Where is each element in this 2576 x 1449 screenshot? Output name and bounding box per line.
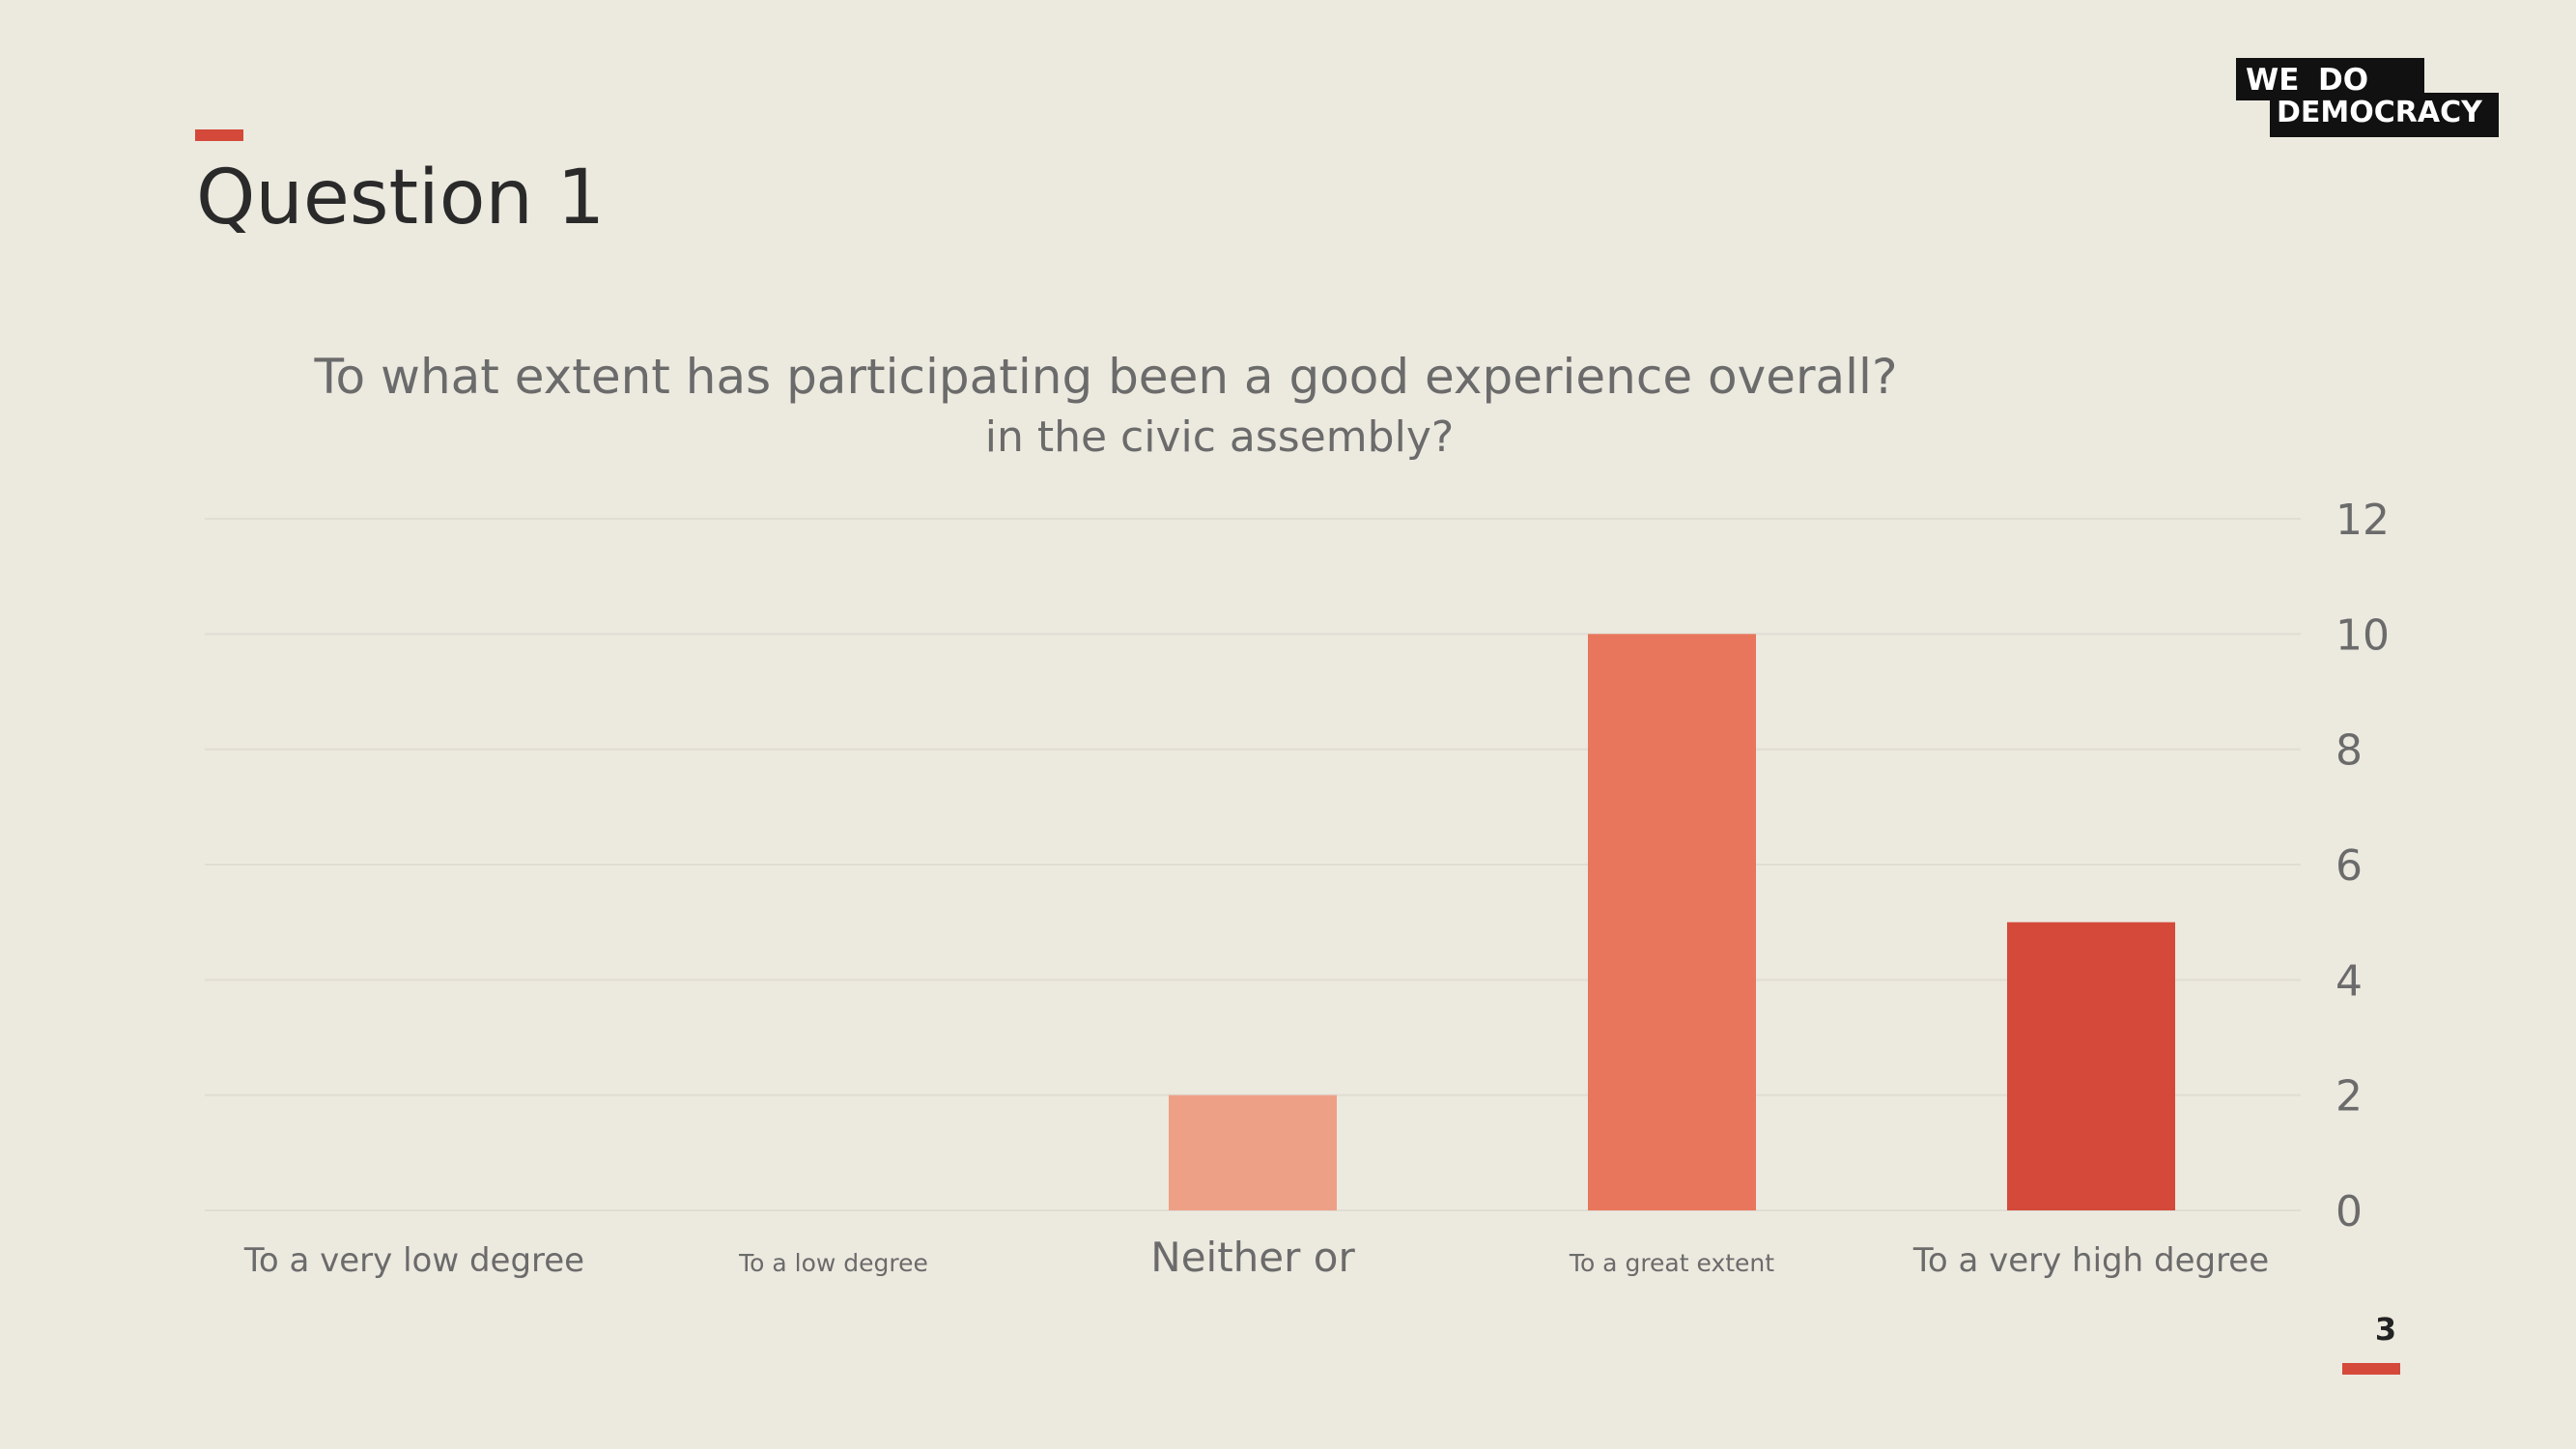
bar-3 — [1169, 1094, 1337, 1210]
y-tick-label: 4 — [2335, 956, 2363, 1006]
logo-block-bottom — [2270, 93, 2499, 137]
bar-5 — [2007, 922, 2175, 1210]
chart-title: To what extent has participating been a … — [314, 349, 1898, 405]
logo-text-do: DO — [2318, 63, 2369, 98]
chart-subtitle: in the civic assembly? — [984, 412, 1455, 462]
page-number: 3 — [2374, 1311, 2397, 1348]
x-tick-label: Neither or — [1150, 1234, 1355, 1281]
bar-4 — [1588, 634, 1756, 1210]
y-tick-label: 10 — [2335, 611, 2390, 660]
we-do-democracy-logo: WE DO DEMOCRACY — [2236, 58, 2499, 137]
page-accent-bar — [2342, 1363, 2400, 1375]
x-tick-label: To a very high degree — [1912, 1241, 2269, 1280]
x-tick-label: To a very low degree — [243, 1241, 584, 1280]
y-tick-label: 0 — [2335, 1187, 2363, 1236]
title-accent-bar — [195, 129, 243, 141]
x-tick-label: To a low degree — [738, 1249, 928, 1277]
page-title: Question 1 — [196, 155, 606, 242]
y-tick-label: 2 — [2335, 1072, 2363, 1122]
y-tick-label: 6 — [2335, 841, 2363, 891]
logo-text-democracy: DEMOCRACY — [2277, 96, 2482, 129]
y-tick-label: 12 — [2335, 496, 2390, 545]
x-tick-label: To a great extent — [1569, 1249, 1774, 1277]
logo-text-we: WE — [2246, 63, 2300, 98]
y-tick-label: 8 — [2335, 726, 2363, 776]
